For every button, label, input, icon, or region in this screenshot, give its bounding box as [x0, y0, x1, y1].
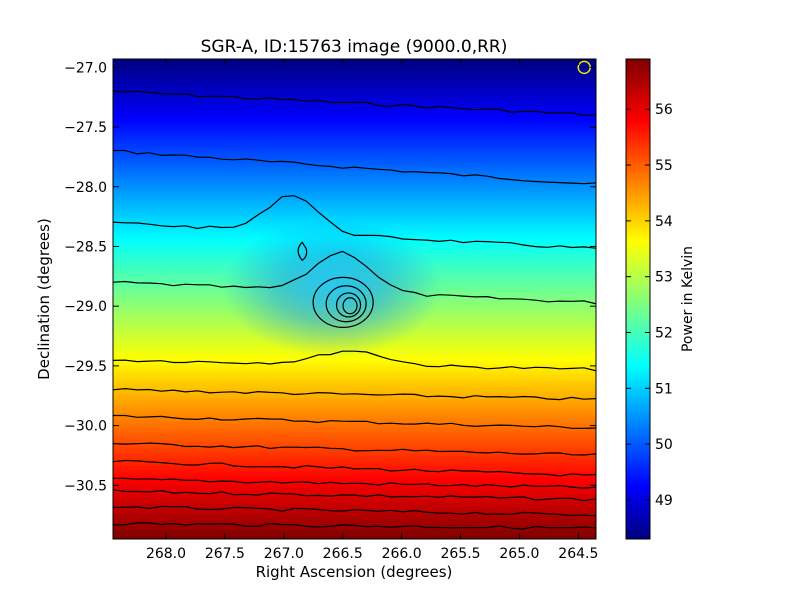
y-axis: −27.0 −27.5 −28.0 −28.5 −29.0 −29.5 −30.0 −30.5: [64, 60, 596, 494]
x-tick-label: 266.0: [382, 546, 422, 562]
contour-line: [113, 522, 596, 530]
colorbar-tick-label: 56: [655, 102, 673, 118]
x-tick-label: 267.0: [264, 546, 304, 562]
colorbar-tick-label: 50: [655, 437, 673, 453]
y-tick-label: −29.0: [64, 299, 107, 315]
x-tick-label: 265.0: [499, 546, 539, 562]
x-tick-label: 267.5: [205, 546, 245, 562]
x-axis-label: Right Ascension (degrees): [256, 563, 453, 581]
x-tick-label: 265.5: [440, 546, 480, 562]
source-contour: [312, 276, 374, 328]
colorbar-tick-label: 52: [655, 325, 673, 341]
colorbar-tick-label: 51: [655, 381, 673, 397]
source-contours: [297, 241, 374, 328]
source-contour: [342, 297, 358, 315]
colorbar-tick-label: 49: [655, 493, 673, 509]
x-tick-label: 268.0: [146, 546, 186, 562]
contour-line: [113, 350, 596, 372]
contour-line: [113, 489, 596, 502]
source-contour: [335, 292, 362, 318]
colorbar-ticks: 49 50 51 52 53 54 55 56: [626, 102, 673, 509]
y-tick-label: −28.5: [64, 239, 107, 255]
source-contour: [325, 285, 367, 323]
x-tick-label: 264.5: [558, 546, 598, 562]
contour-line: [113, 250, 596, 305]
plot-frame: [112, 58, 597, 540]
colorbar-tick-label: 54: [655, 214, 673, 230]
source-contour: [297, 241, 308, 262]
y-tick-label: −27.0: [64, 60, 107, 76]
contour-line: [113, 477, 596, 489]
y-tick-label: −29.5: [64, 359, 107, 375]
contour-line: [113, 195, 596, 249]
chart-title: SGR-A, ID:15763 image (9000.0,RR): [201, 37, 508, 57]
x-tick-label: 266.5: [323, 546, 363, 562]
y-tick-label: −27.5: [64, 120, 107, 136]
y-tick-label: −30.5: [64, 478, 107, 494]
y-tick-label: −28.0: [64, 180, 107, 196]
contour-line: [113, 149, 596, 185]
colorbar-tick-label: 53: [655, 270, 673, 286]
colorbar: [625, 58, 651, 540]
contour-lines: [113, 90, 596, 530]
contour-line: [113, 414, 596, 430]
contour-line: [113, 90, 596, 116]
contour-line: [113, 387, 596, 401]
colorbar-label: Power in Kelvin: [680, 246, 696, 352]
contour-line: [113, 459, 596, 477]
contour-line: [113, 442, 596, 456]
y-tick-label: −30.0: [64, 419, 107, 435]
contour-line: [113, 505, 596, 517]
y-axis-label: Declination (degrees): [35, 218, 53, 380]
x-axis: 268.0 267.5 267.0 266.5 266.0 265.5 265.0 264.5: [146, 59, 598, 562]
source-glow: [222, 217, 443, 358]
colorbar-tick-label: 55: [655, 158, 673, 174]
